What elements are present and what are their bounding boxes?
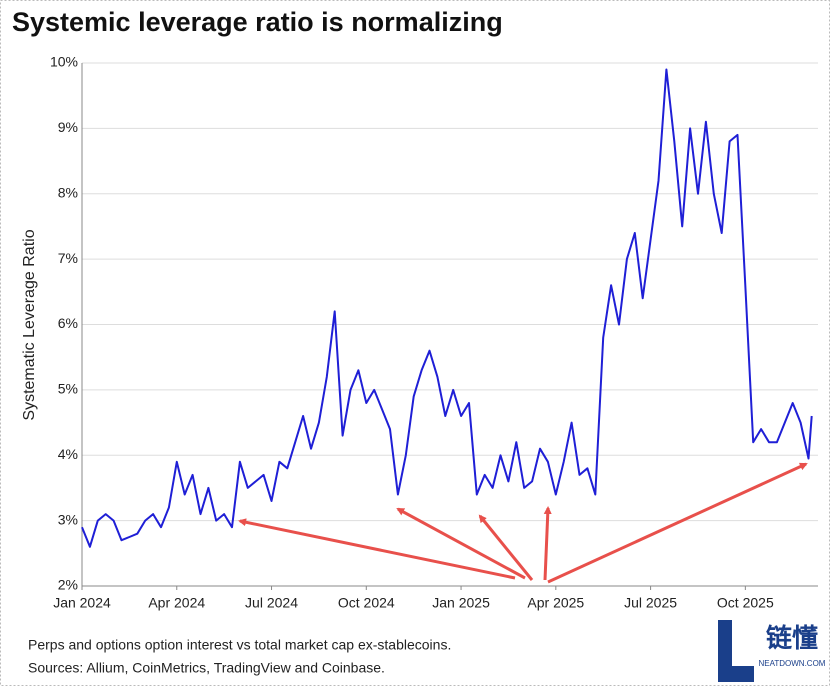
arrow: [478, 514, 534, 581]
logo-site: NEATDOWN.COM: [759, 659, 826, 668]
x-tick-label: Jan 2024: [53, 595, 111, 611]
arrow: [547, 462, 808, 584]
line-series: [81, 68, 813, 548]
y-tick-label: 4%: [58, 446, 78, 462]
y-tick-label: 8%: [58, 184, 78, 200]
y-tick-label: 5%: [58, 381, 78, 397]
x-tick-label: Jul 2024: [245, 595, 298, 611]
x-tick-label: Jan 2025: [432, 595, 490, 611]
arrows: [238, 462, 808, 584]
y-tick-label: 9%: [58, 119, 78, 135]
logo-name: 链懂: [766, 623, 818, 653]
x-tick-label: Oct 2025: [717, 595, 774, 611]
x-tick-label: Apr 2025: [527, 595, 584, 611]
note: Perps and options option interest vs tot…: [28, 637, 451, 653]
y-tick-label: 3%: [58, 511, 78, 527]
y-tick-label: 6%: [58, 315, 78, 331]
y-tick-label: 10%: [50, 54, 78, 70]
y-tick-label: 2%: [58, 577, 78, 593]
y-tick-label: 7%: [58, 250, 78, 266]
x-tick-label: Oct 2024: [338, 595, 395, 611]
logo-mark: [718, 620, 754, 682]
arrow: [238, 518, 516, 580]
arrow: [543, 506, 552, 581]
x-tick-label: Jul 2025: [624, 595, 677, 611]
y-axis-label: Systematic Leverage Ratio: [21, 229, 38, 420]
arrow: [396, 507, 526, 580]
note: Sources: Allium, CoinMetrics, TradingVie…: [28, 660, 385, 676]
chart-title: Systemic leverage ratio is normalizing: [12, 7, 503, 37]
plot: 2% 3% 4% 5% 6% 7% 8% 9% 10% Jan 2024 Apr 2024 Jul 2…: [50, 54, 818, 611]
logo: 链懂 NEATDOWN.COM: [718, 620, 826, 682]
x-tick-label: Apr 2024: [148, 595, 205, 611]
